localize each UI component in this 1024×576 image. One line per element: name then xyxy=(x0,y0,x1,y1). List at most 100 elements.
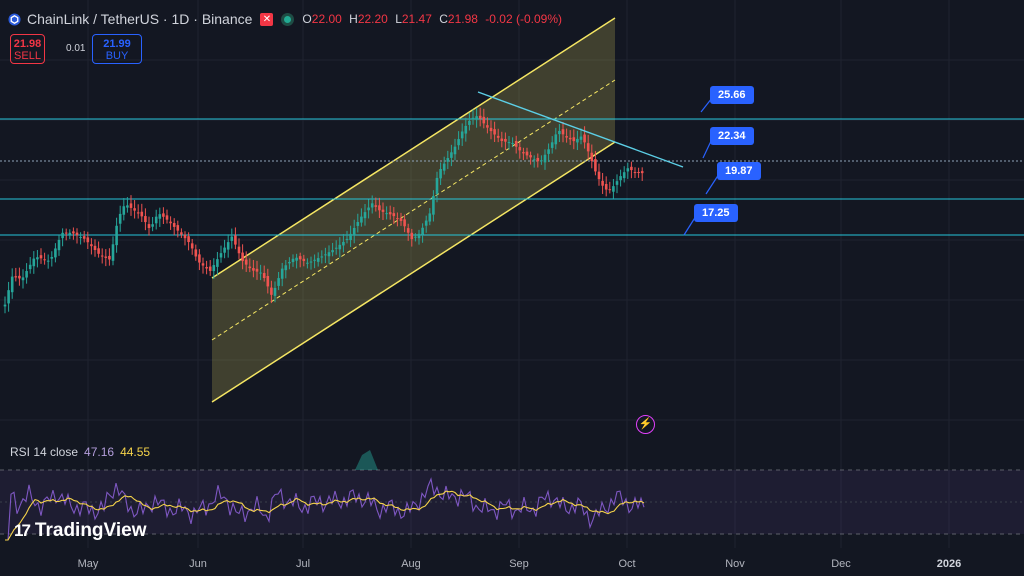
candle-147 xyxy=(532,155,536,168)
candle-27 xyxy=(100,248,104,264)
price-label-17-25[interactable]: 17.25 xyxy=(694,204,738,222)
candle-39 xyxy=(144,208,147,231)
candle-52 xyxy=(190,238,194,255)
candle-72 xyxy=(262,265,266,282)
candle-61 xyxy=(223,239,226,259)
candle-1 xyxy=(7,281,10,312)
x-tick-sep: Sep xyxy=(509,558,529,570)
candle-76 xyxy=(277,271,280,291)
x-tick-aug: Aug xyxy=(401,558,421,570)
candle-121 xyxy=(439,162,442,186)
candle-13 xyxy=(50,251,54,267)
candle-162 xyxy=(586,134,590,160)
candle-95 xyxy=(345,230,349,244)
symbol-title[interactable]: ChainLink / TetherUS · 1D · Binance xyxy=(27,11,253,27)
tradingview-logo[interactable]: 17 TradingView xyxy=(14,520,147,542)
candle-123 xyxy=(446,150,450,170)
candle-103 xyxy=(374,197,378,212)
candle-104 xyxy=(378,197,381,218)
candle-34 xyxy=(126,197,129,213)
x-tick-may: May xyxy=(77,558,99,570)
price-label-25-66[interactable]: 25.66 xyxy=(710,86,754,104)
sell-button[interactable]: 21.98 SELL xyxy=(10,34,45,64)
x-tick-oct: Oct xyxy=(618,558,636,570)
x-tick-jun: Jun xyxy=(189,558,207,570)
candle-124 xyxy=(450,144,453,167)
candle-127 xyxy=(460,123,464,146)
horizontal-levels xyxy=(0,118,1024,236)
candle-84 xyxy=(306,258,309,269)
candle-81 xyxy=(295,253,298,269)
candle-101 xyxy=(367,199,370,219)
candle-174 xyxy=(630,161,633,179)
lightning-icon[interactable]: ⚡ xyxy=(636,415,655,434)
rsi-line xyxy=(5,477,645,541)
candle-92 xyxy=(334,240,338,255)
candle-45 xyxy=(165,209,169,224)
candle-166 xyxy=(601,173,604,194)
candle-73 xyxy=(266,268,270,294)
candle-158 xyxy=(572,129,576,150)
candle-109 xyxy=(396,212,399,227)
rsi-label: RSI 14 close xyxy=(10,445,79,459)
candle-150 xyxy=(543,149,547,170)
candle-176 xyxy=(637,167,640,178)
candle-96 xyxy=(349,225,352,247)
brand-name: TradingView xyxy=(34,520,147,541)
candle-25 xyxy=(93,239,97,257)
price-label-19-87[interactable]: 19.87 xyxy=(717,162,761,180)
candle-165 xyxy=(597,163,601,186)
candle-120 xyxy=(435,171,439,203)
candle-108 xyxy=(392,207,396,225)
chainlink-logo-icon xyxy=(8,12,21,26)
channel-lower-line xyxy=(211,141,616,403)
candle-111 xyxy=(403,214,406,233)
candle-117 xyxy=(424,215,428,233)
rsi-overbought-fill xyxy=(355,450,378,470)
candle-164 xyxy=(594,150,597,176)
low-value: 21.47 xyxy=(401,12,432,26)
market-status-icon[interactable] xyxy=(281,12,295,26)
candle-11 xyxy=(43,252,46,265)
candle-171 xyxy=(619,169,622,187)
candle-91 xyxy=(331,242,334,257)
candle-98 xyxy=(356,213,360,233)
candle-80 xyxy=(291,254,295,267)
candle-31 xyxy=(115,217,118,253)
buy-button[interactable]: 21.99 BUY xyxy=(92,34,142,64)
candle-0 xyxy=(3,296,7,314)
candle-122 xyxy=(442,156,446,175)
close-icon[interactable]: ✕ xyxy=(260,12,274,26)
candle-41 xyxy=(151,217,154,232)
trendline[interactable] xyxy=(477,91,684,168)
high-value: 22.20 xyxy=(357,12,388,26)
buy-price: 21.99 xyxy=(103,38,131,50)
candle-107 xyxy=(388,205,392,220)
price-label-22-34[interactable]: 22.34 xyxy=(710,127,754,145)
candle-170 xyxy=(615,174,619,194)
candle-118 xyxy=(428,208,432,226)
candle-44 xyxy=(162,207,165,224)
x-tick-nov: Nov xyxy=(725,558,745,570)
candle-63 xyxy=(230,228,234,249)
candle-48 xyxy=(176,220,180,238)
x-tick-jul: Jul xyxy=(295,558,311,570)
candle-17 xyxy=(64,228,68,241)
candle-28 xyxy=(104,249,108,267)
candle-9 xyxy=(36,250,39,268)
candle-128 xyxy=(464,117,468,142)
candle-21 xyxy=(79,232,82,245)
candle-86 xyxy=(313,254,316,269)
label-pointer-2 xyxy=(705,173,720,195)
candle-50 xyxy=(183,231,187,246)
candle-78 xyxy=(284,259,288,279)
candle-19 xyxy=(72,227,75,240)
candle-47 xyxy=(172,218,176,236)
candle-151 xyxy=(547,143,550,163)
candle-102 xyxy=(370,195,374,214)
price-channel[interactable] xyxy=(211,17,616,403)
candle-3 xyxy=(14,267,18,282)
candle-132 xyxy=(478,107,482,127)
candle-68 xyxy=(248,258,252,273)
